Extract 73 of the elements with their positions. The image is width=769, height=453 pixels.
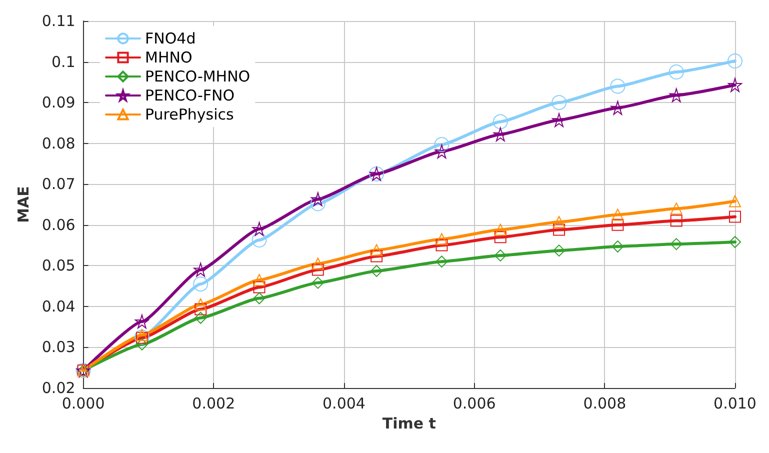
y-axis-title: MAE (14, 186, 32, 223)
x-tick-label: 0.000 (62, 394, 105, 412)
point (194, 262, 208, 277)
y-tick-label: 0.09 (42, 94, 76, 112)
point (553, 244, 566, 257)
point (670, 202, 682, 215)
point (370, 244, 383, 256)
point (494, 231, 506, 244)
point (193, 276, 208, 292)
legend-label: FNO4d (145, 30, 196, 48)
x-tick-label: 0.002 (192, 394, 236, 412)
x-tick-label: 0.006 (452, 394, 496, 412)
point (612, 240, 624, 252)
point (728, 53, 742, 68)
point (253, 274, 266, 286)
point (312, 264, 324, 276)
point (436, 239, 448, 252)
point (494, 249, 506, 262)
point (312, 276, 324, 289)
point (668, 64, 684, 80)
legend-label: MHNO (145, 48, 192, 66)
point (492, 114, 508, 130)
point (253, 292, 266, 304)
x-tick-label: 0.008 (583, 394, 626, 412)
point (552, 95, 567, 110)
x-tick-label: 0.004 (322, 394, 366, 412)
y-tick-label: 0.07 (42, 175, 76, 194)
point (729, 210, 741, 223)
y-tick-label: 0.11 (42, 12, 76, 30)
point (136, 328, 148, 341)
point (670, 214, 682, 227)
point (670, 238, 682, 250)
legend-label: PurePhysics (145, 106, 234, 124)
point (194, 312, 207, 324)
point (252, 222, 266, 236)
point (310, 192, 325, 206)
y-tick-label: 0.08 (42, 134, 76, 152)
point (370, 264, 383, 277)
point (434, 144, 449, 158)
point (612, 208, 624, 221)
y-tick-label: 0.06 (42, 216, 76, 234)
point (729, 236, 741, 248)
point (610, 100, 625, 115)
point (194, 303, 207, 316)
point (134, 314, 149, 329)
point (370, 250, 383, 262)
point (253, 281, 266, 294)
y-tick-label: 0.02 (42, 379, 76, 397)
legend-label: PENCO-MHNO (145, 68, 250, 86)
point (436, 233, 448, 246)
point (729, 195, 741, 208)
y-tick-label: 0.04 (42, 297, 76, 316)
point (434, 137, 450, 152)
point (553, 216, 566, 228)
y-tick-label: 0.03 (42, 338, 76, 356)
x-tick-label: 0.010 (714, 394, 756, 412)
point (310, 196, 326, 212)
point (612, 218, 624, 231)
point (436, 256, 448, 268)
point (194, 298, 207, 310)
x-axis-title: Time t (382, 414, 436, 432)
point (136, 338, 148, 350)
point (493, 127, 508, 142)
point (494, 224, 506, 236)
point (312, 258, 324, 270)
y-tick-label: 0.05 (42, 256, 76, 275)
legend-label: PENCO-FNO (145, 86, 235, 104)
point (728, 78, 742, 92)
point (610, 78, 626, 94)
y-tick-label: 0.1 (51, 52, 76, 71)
point (252, 232, 267, 248)
point (669, 88, 684, 102)
point (553, 224, 566, 236)
